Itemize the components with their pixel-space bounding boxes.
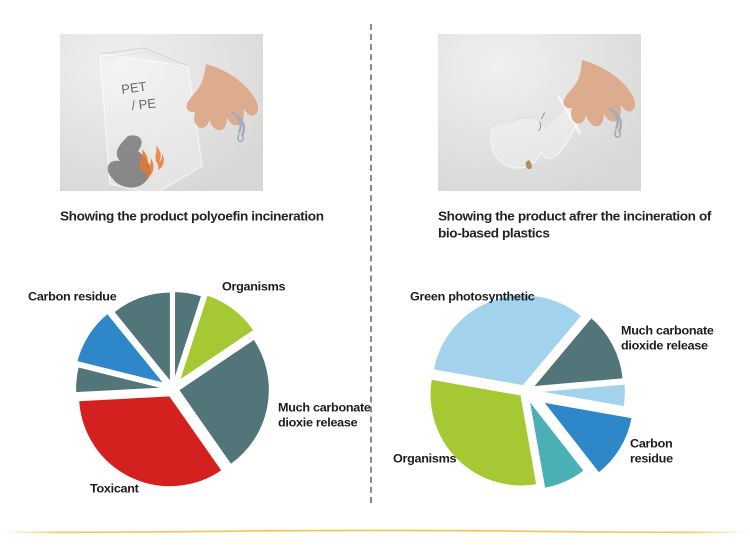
svg-text:/ PE: / PE bbox=[131, 95, 157, 113]
